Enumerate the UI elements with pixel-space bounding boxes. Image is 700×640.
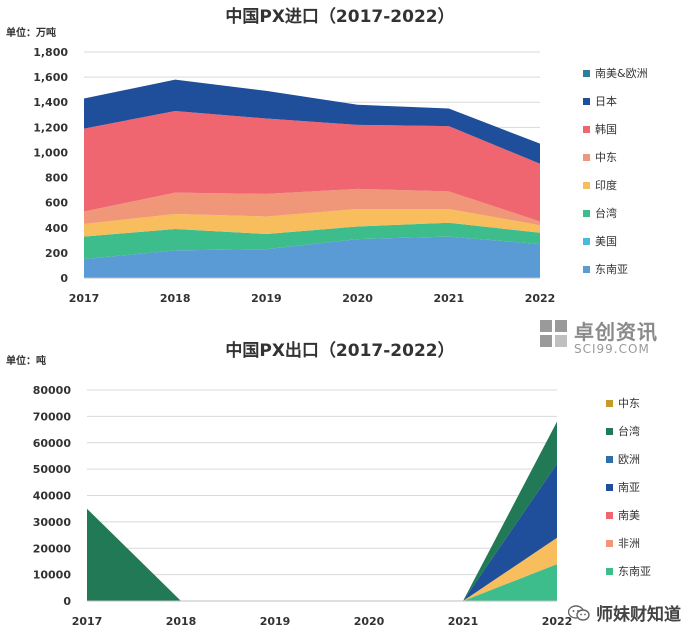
legend-label: 台湾: [595, 206, 617, 220]
legend-swatch: [606, 540, 613, 547]
unit-label: 单位：万吨: [6, 26, 56, 39]
x-tick-label: 2018: [166, 615, 197, 628]
y-tick-label: 60000: [33, 437, 72, 450]
x-tick-label: 2017: [72, 615, 103, 628]
legend-swatch: [606, 456, 613, 463]
legend-label: 南亚: [618, 481, 640, 494]
y-tick-label: 10000: [33, 569, 72, 582]
y-tick-label: 1,200: [33, 121, 68, 134]
legend-swatch: [583, 70, 590, 77]
y-tick-label: 400: [45, 222, 68, 235]
legend-swatch: [583, 238, 590, 245]
legend-swatch: [606, 568, 613, 575]
x-tick-label: 2020: [354, 615, 385, 628]
legend-label: 韩国: [595, 122, 617, 136]
legend-label: 南美&欧洲: [595, 67, 648, 80]
watermark-en: SCI99.COM: [574, 342, 650, 356]
sci99-logo-icon: [540, 320, 568, 348]
wechat-icon: [568, 604, 590, 621]
x-tick-label: 2022: [525, 292, 556, 305]
y-tick-label: 20000: [33, 542, 72, 555]
x-tick-label: 2019: [260, 615, 291, 628]
area-series-6: [87, 421, 557, 601]
y-tick-label: 1,000: [33, 146, 68, 159]
x-tick-label: 2021: [448, 615, 479, 628]
area-series-0: [87, 564, 557, 601]
y-tick-label: 0: [60, 272, 68, 285]
area-series-3: [84, 208, 540, 237]
area-series-4: [84, 188, 540, 226]
legend-swatch: [606, 400, 613, 407]
watermark-cn: 卓创资讯: [574, 320, 658, 344]
area-series-6: [84, 79, 540, 164]
area-series-5: [84, 111, 540, 222]
legend-swatch: [583, 182, 590, 189]
legend-label: 非洲: [618, 537, 640, 550]
x-tick-label: 2019: [251, 292, 282, 305]
legend-label: 中东: [595, 151, 617, 164]
brand: 师妹财知道: [568, 600, 681, 625]
legend-label: 美国: [595, 235, 617, 248]
watermark: 卓创资讯 SCI99.COM: [540, 316, 700, 360]
x-tick-label: 2017: [69, 292, 100, 305]
area-series-2: [84, 222, 540, 260]
legend-swatch: [583, 266, 590, 273]
y-tick-label: 40000: [33, 490, 72, 503]
import-chart: 中国PX进口（2017-2022） 单位：万吨 0 200 400 600 800 1,000…: [6, 6, 648, 305]
y-tick-label: 50000: [33, 463, 72, 476]
export-chart: 中国PX出口（2017-2022） 单位：吨 0 10000 20000 30000 400…: [6, 340, 651, 628]
legend-label: 东南亚: [618, 565, 651, 578]
area-series-0: [84, 236, 540, 278]
legend-swatch: [583, 154, 590, 161]
legend-swatch: [583, 98, 590, 105]
y-tick-label: 30000: [33, 516, 72, 529]
legend-label: 南美: [618, 509, 640, 522]
y-tick-label: 1,400: [33, 96, 68, 109]
legend-swatch: [583, 210, 590, 217]
legend-swatch: [606, 428, 613, 435]
y-tick-label: 80000: [33, 384, 72, 397]
y-tick-label: 800: [45, 172, 68, 185]
y-tick-label: 70000: [33, 410, 72, 423]
legend-swatch: [606, 484, 613, 491]
y-tick-label: 0: [63, 595, 71, 608]
y-tick-label: 600: [45, 197, 68, 210]
x-tick-label: 2021: [433, 292, 464, 305]
legend-label: 日本: [595, 94, 617, 108]
legend-label: 欧洲: [618, 453, 640, 466]
legend-swatch: [606, 512, 613, 519]
legend-label: 印度: [595, 178, 617, 192]
legend-label: 中东: [618, 397, 640, 410]
unit-label: 单位：吨: [6, 354, 46, 367]
x-tick-label: 2020: [342, 292, 373, 305]
x-tick-label: 2018: [160, 292, 191, 305]
y-tick-label: 1,800: [33, 46, 68, 59]
y-tick-label: 1,600: [33, 71, 68, 84]
brand-name: 师妹财知道: [596, 605, 681, 625]
legend-label: 东南亚: [595, 263, 628, 276]
chart-title: 中国PX出口（2017-2022）: [225, 340, 454, 361]
legend-swatch: [583, 126, 590, 133]
x-tick-label: 2022: [542, 615, 573, 628]
chart-title: 中国PX进口（2017-2022）: [225, 6, 454, 27]
legend-label: 台湾: [618, 424, 640, 438]
y-tick-label: 200: [45, 247, 68, 260]
